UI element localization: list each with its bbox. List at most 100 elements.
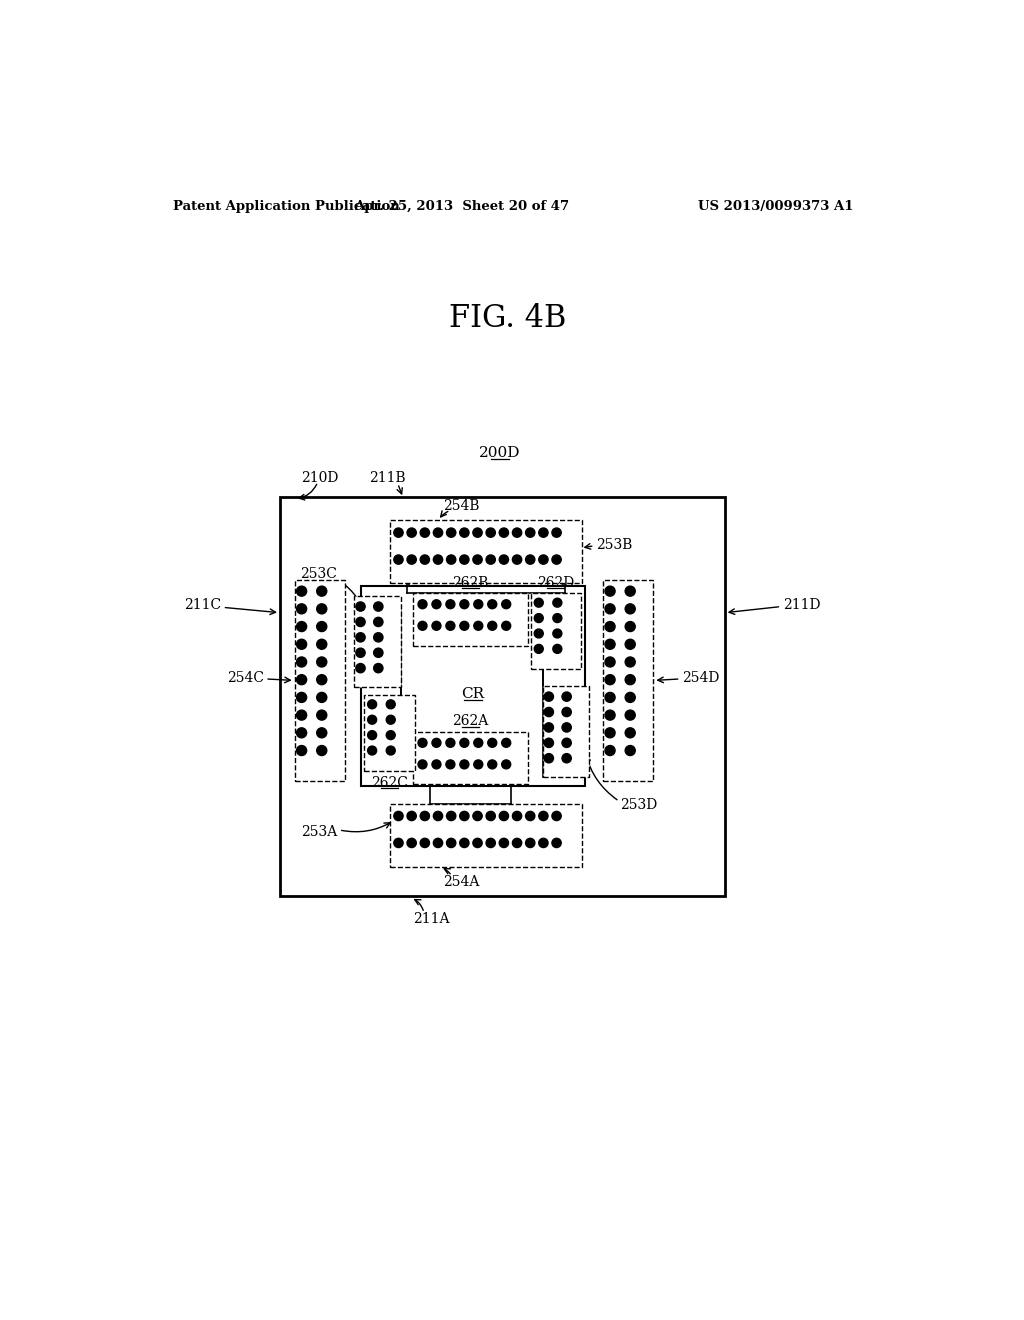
Circle shape [374, 632, 383, 642]
Circle shape [605, 746, 615, 755]
Circle shape [553, 614, 562, 623]
Circle shape [535, 614, 544, 623]
Text: 254B: 254B [443, 499, 479, 513]
Circle shape [626, 693, 635, 702]
Text: FIG. 4B: FIG. 4B [450, 304, 566, 334]
Circle shape [446, 528, 456, 537]
Circle shape [418, 622, 427, 630]
Bar [280, 498, 725, 896]
Bar [414, 733, 528, 784]
Circle shape [487, 760, 497, 768]
Circle shape [445, 599, 455, 609]
Circle shape [562, 723, 571, 733]
Circle shape [553, 630, 562, 638]
Circle shape [297, 710, 306, 721]
Circle shape [460, 812, 469, 821]
Circle shape [316, 727, 327, 738]
Circle shape [500, 812, 509, 821]
Bar [543, 686, 589, 776]
Circle shape [605, 710, 615, 721]
Circle shape [394, 838, 403, 847]
Circle shape [626, 622, 635, 631]
Circle shape [356, 648, 366, 657]
Circle shape [394, 554, 403, 564]
Circle shape [418, 738, 427, 747]
Circle shape [418, 599, 427, 609]
Circle shape [512, 812, 521, 821]
Circle shape [356, 632, 366, 642]
Circle shape [460, 738, 469, 747]
Circle shape [297, 693, 306, 702]
Text: 253C: 253C [300, 568, 337, 581]
Circle shape [553, 644, 562, 653]
Circle shape [473, 528, 482, 537]
Circle shape [445, 622, 455, 630]
Circle shape [605, 603, 615, 614]
Text: 211D: 211D [783, 598, 820, 612]
Circle shape [562, 754, 571, 763]
Circle shape [394, 528, 403, 537]
Circle shape [605, 657, 615, 667]
Circle shape [407, 528, 417, 537]
Circle shape [502, 599, 511, 609]
Circle shape [605, 675, 615, 685]
Circle shape [544, 723, 554, 733]
Circle shape [297, 622, 306, 631]
Circle shape [433, 838, 442, 847]
Circle shape [539, 838, 548, 847]
Circle shape [535, 644, 544, 653]
Bar [295, 581, 345, 780]
Circle shape [420, 528, 429, 537]
Circle shape [552, 554, 561, 564]
Circle shape [486, 528, 496, 537]
Circle shape [626, 586, 635, 597]
Circle shape [316, 586, 327, 597]
Circle shape [316, 639, 327, 649]
Circle shape [407, 554, 417, 564]
Circle shape [486, 554, 496, 564]
Circle shape [626, 727, 635, 738]
Circle shape [368, 746, 377, 755]
Circle shape [432, 760, 441, 768]
Circle shape [473, 554, 482, 564]
Bar [360, 586, 586, 785]
Circle shape [539, 528, 548, 537]
Circle shape [486, 838, 496, 847]
Circle shape [432, 622, 441, 630]
Text: 210D: 210D [301, 471, 339, 484]
Circle shape [562, 708, 571, 717]
Circle shape [487, 599, 497, 609]
Text: 253D: 253D [621, 799, 657, 812]
Circle shape [544, 754, 554, 763]
Circle shape [552, 838, 561, 847]
Circle shape [418, 760, 427, 768]
Bar [603, 581, 653, 780]
Circle shape [386, 715, 395, 725]
Circle shape [626, 710, 635, 721]
Circle shape [474, 760, 482, 768]
Circle shape [605, 622, 615, 631]
Circle shape [445, 760, 455, 768]
Circle shape [316, 693, 327, 702]
Circle shape [374, 618, 383, 627]
Bar [365, 696, 415, 771]
Text: 211A: 211A [414, 912, 451, 927]
Circle shape [626, 639, 635, 649]
Circle shape [539, 554, 548, 564]
Text: 254C: 254C [226, 671, 263, 685]
Circle shape [356, 664, 366, 673]
Text: 200D: 200D [479, 446, 521, 461]
Text: 262A: 262A [453, 714, 488, 729]
Circle shape [394, 812, 403, 821]
Circle shape [500, 838, 509, 847]
Circle shape [502, 738, 511, 747]
Circle shape [605, 639, 615, 649]
Circle shape [386, 700, 395, 709]
Circle shape [374, 602, 383, 611]
Circle shape [544, 708, 554, 717]
Circle shape [407, 812, 417, 821]
Circle shape [460, 554, 469, 564]
Circle shape [535, 630, 544, 638]
Circle shape [420, 838, 429, 847]
Circle shape [316, 622, 327, 631]
